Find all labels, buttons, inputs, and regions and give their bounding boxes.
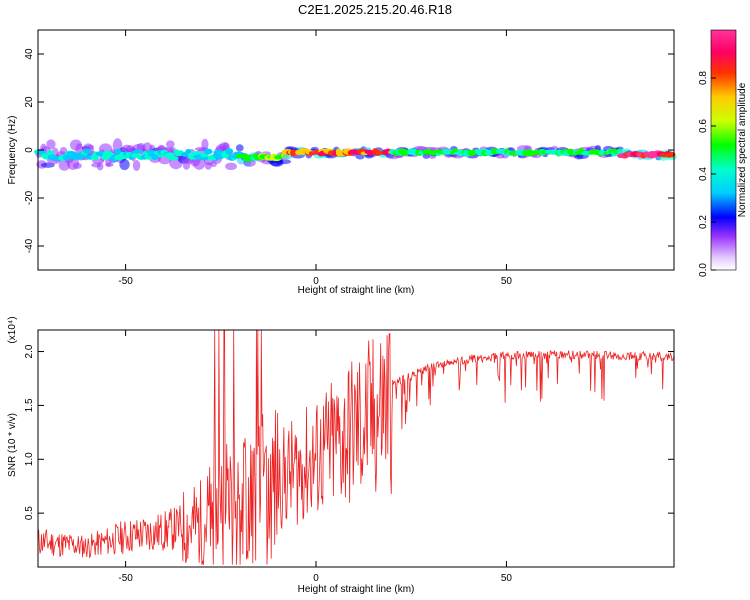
heatmap-core-cell [203,148,213,155]
y-tick-label: 0.5 [24,506,35,520]
heatmap-core-cell [185,148,192,154]
heatmap-halo-cell [87,144,94,150]
y-tick-label: 1.0 [24,452,35,466]
heatmap-halo-cell [96,162,104,171]
snr-axes: -50 0 50 0.5 1.0 1.5 2.0 [24,330,674,584]
heatmap-halo-cell [165,140,175,148]
chart-title: C2E1.2025.215.20.46.R18 [298,2,452,17]
x-tick-label: 50 [501,276,513,287]
heatmap-halo-cell [72,162,82,169]
heatmap-core-cell [62,154,71,161]
snr-series-line [38,330,674,565]
y-tick-label: 20 [24,96,35,108]
x-tick-label: 0 [313,276,319,287]
heatmap-halo-cell [201,138,209,151]
heatmap-halo-cell [119,159,130,171]
spectrogram-heatmap [33,138,677,172]
heatmap-halo-cell [235,144,244,152]
y-tick-label: 0 [24,147,35,153]
colorbar: 0.0 0.2 0.4 0.6 0.8 Normalized spectral ampl… [698,29,748,277]
heatmap-core-cell [151,154,159,161]
heatmap-core-cell [200,156,209,161]
colorbar-tick-label: 0.2 [698,215,709,229]
heatmap-core-cell [225,148,234,155]
heatmap-core-cell [83,148,92,154]
spectrogram-axes: -50 0 50 -40 -20 0 20 40 [24,30,674,287]
heatmap-halo-cell [105,162,114,167]
heatmap-halo-cell [132,159,141,172]
snr-plot-frame [37,329,675,568]
colorbar-label: Normalized spectral amplitude [737,82,748,217]
y-tick-label: 1.5 [24,398,35,412]
heatmap-core-cell [114,148,122,155]
heatmap-core-cell [133,149,144,154]
colorbar-gradient [710,29,737,271]
y-tick-label: -20 [24,190,35,205]
spectrogram-panel: -50 0 50 -40 -20 0 20 40 Height of straight lin… [7,29,677,296]
x-tick-label: -50 [118,276,133,287]
colorbar-tick-label: 0.8 [698,71,709,85]
heatmap-core-cell [171,155,177,161]
heatmap-core-cell [42,155,50,160]
heatmap-core-cell [119,155,129,160]
y-tick-label: 2.0 [24,344,35,358]
heatmap-halo-cell [46,139,56,150]
snr-y-axis-label: SNR (10 * v/v) [7,413,18,477]
colorbar-tick-label: 0.4 [698,167,709,181]
spectrogram-x-axis-label: Height of straight line (km) [298,285,415,296]
y-tick-label: -40 [24,238,35,253]
x-tick-label: 50 [501,573,513,584]
heatmap-halo-cell [278,159,292,165]
colorbar-ticks: 0.0 0.2 0.4 0.6 0.8 [698,71,716,277]
heatmap-halo-cell [225,162,237,171]
snr-panel: -50 0 50 0.5 1.0 1.5 2.0 Height of straight li… [7,316,675,595]
spectrogram-y-axis-label: Frequency (Hz) [7,116,18,185]
colorbar-tick-label: 0.0 [698,263,709,277]
x-tick-label: -50 [118,573,133,584]
x-tick-label: 0 [313,573,319,584]
snr-y-multiplier: (x10⁴) [7,316,18,343]
colorbar-tick-label: 0.6 [698,119,709,133]
snr-x-axis-label: Height of straight line (km) [298,584,415,595]
y-tick-label: 40 [24,48,35,60]
